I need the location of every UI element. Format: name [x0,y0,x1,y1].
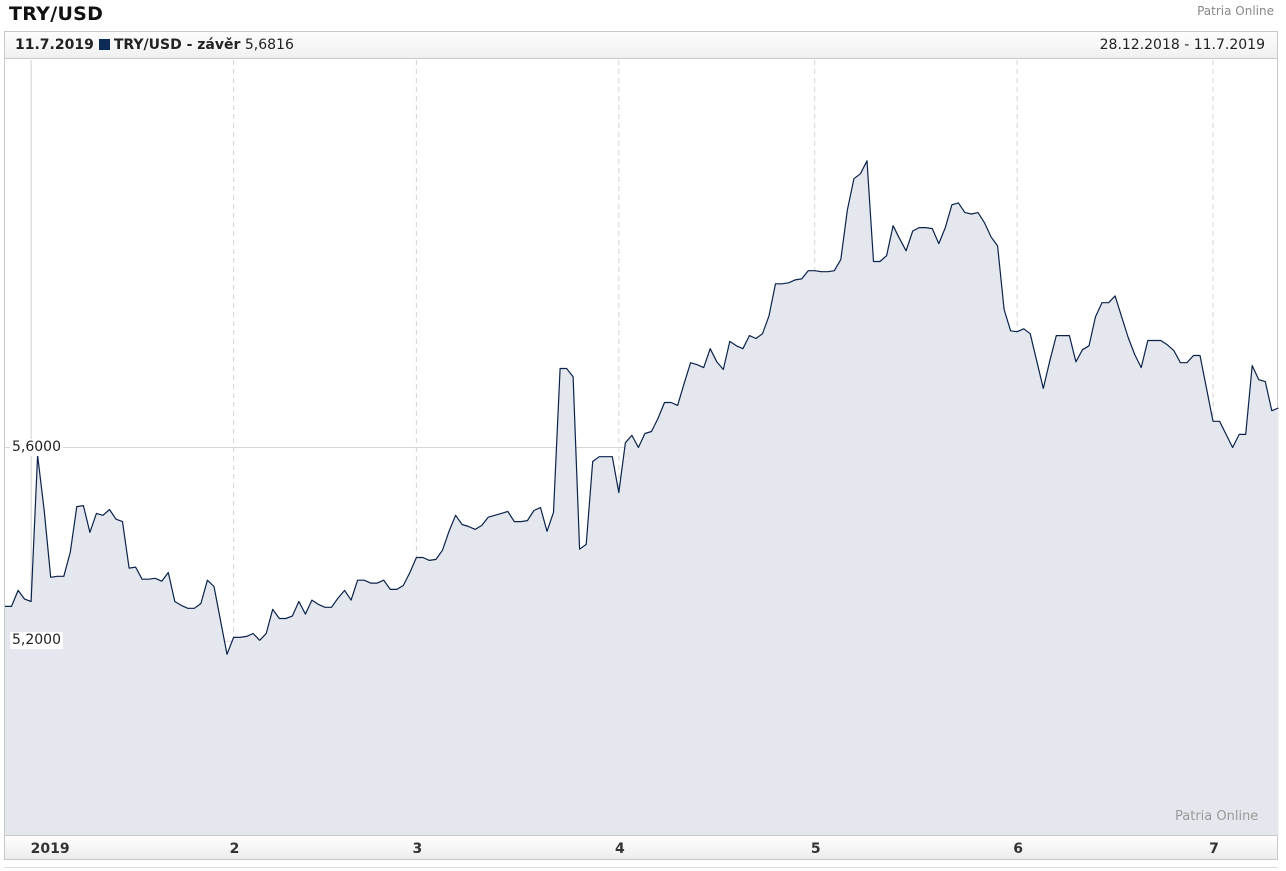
legend-value: 5,6816 [244,37,294,53]
y-tick-label: 5,6000 [10,438,63,456]
series-area [5,160,1279,836]
brand-label: Patria Online [1197,4,1274,18]
x-tick-label: 2019 [30,841,70,857]
chart-header: 11.7.2019 TRY/USD - závěr 5,6816 28.12.20… [4,31,1278,59]
x-tick-label: 7 [1209,841,1219,857]
watermark: Patria Online [1175,809,1259,824]
chart-title: TRY/USD [9,3,104,25]
legend-date: 11.7.2019 [15,37,94,53]
series-color-square [98,39,110,50]
series-line [5,160,1279,655]
date-range: 28.12.2018 - 11.7.2019 [1099,37,1265,53]
y-tick-label: 5,2000 [10,632,63,650]
legend-series-label: TRY/USD - závěr [113,37,241,53]
x-tick-label: 4 [614,841,625,857]
x-tick-label: 3 [412,841,423,857]
x-tick-label: 2 [229,841,240,857]
x-axis: 2019 2 3 4 5 6 7 [4,835,1278,860]
x-tick-label: 6 [1013,841,1024,857]
legend: 11.7.2019 TRY/USD - závěr 5,6816 [15,37,294,53]
x-tick-label: 5 [810,841,821,857]
divider [4,867,1278,868]
